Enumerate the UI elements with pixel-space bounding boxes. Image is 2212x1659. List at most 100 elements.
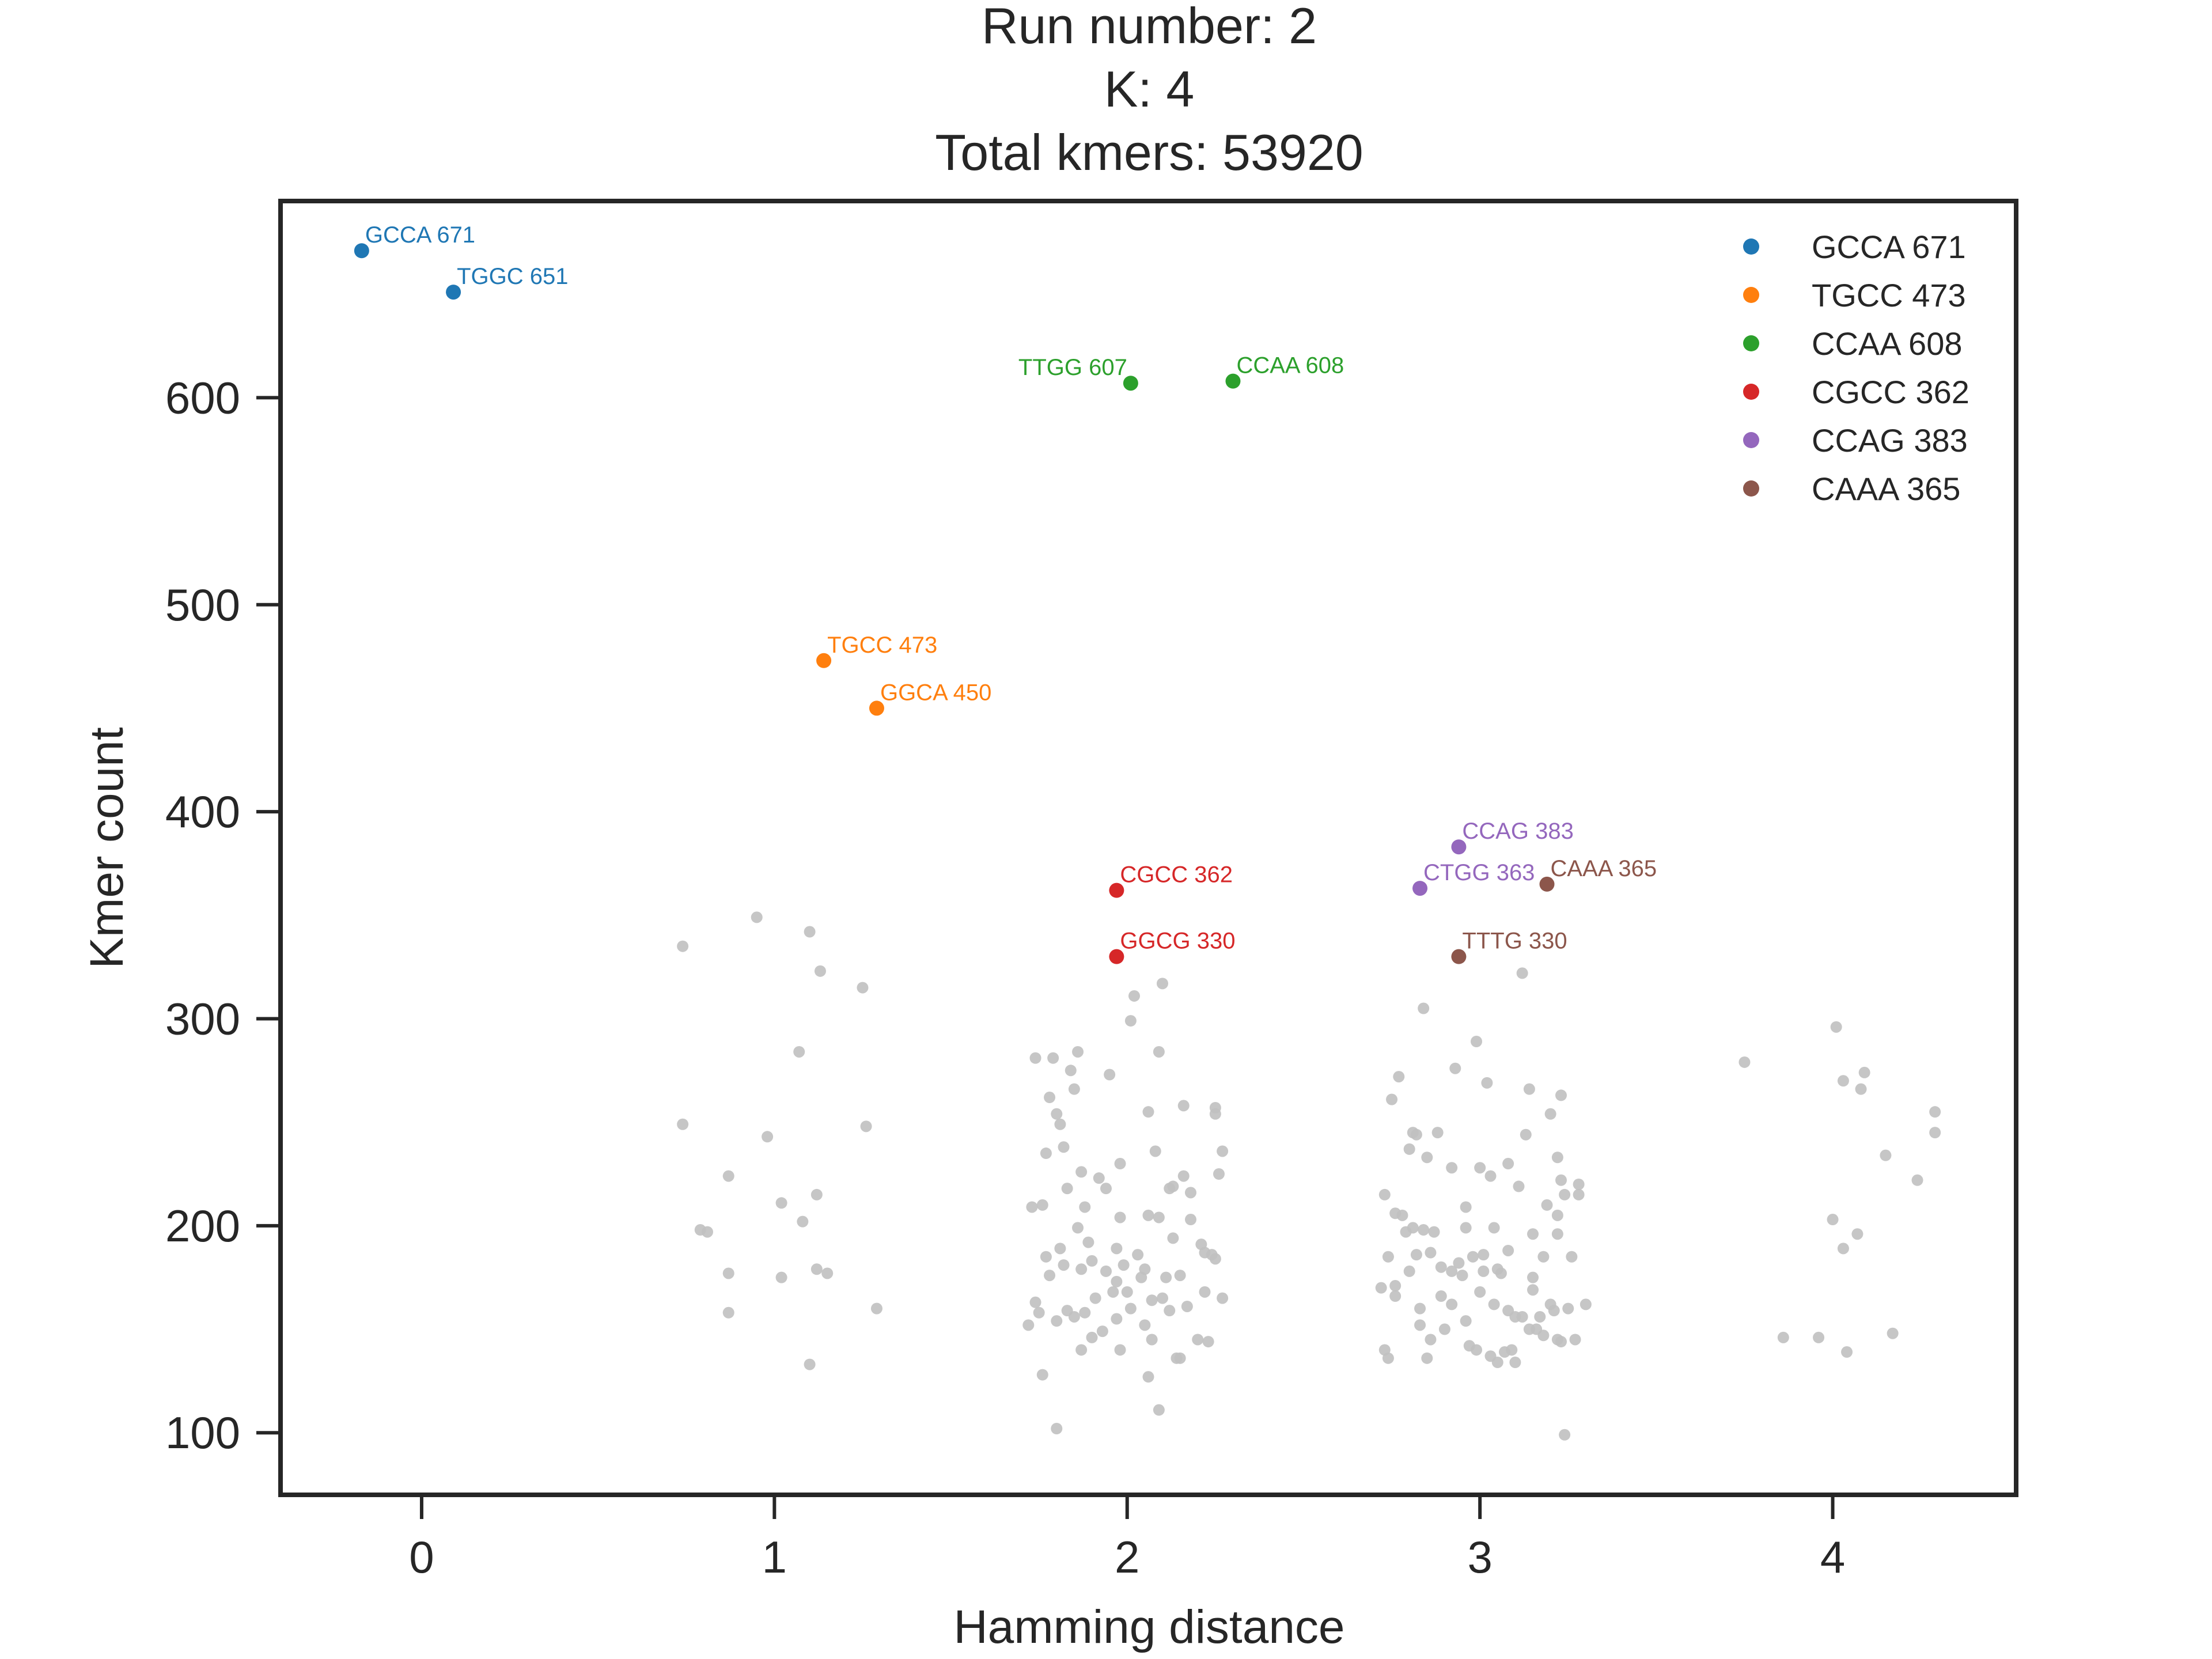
legend-marker — [1743, 432, 1759, 448]
background-point — [1858, 1066, 1870, 1078]
background-point — [1382, 1352, 1394, 1364]
background-point — [1544, 1108, 1556, 1120]
background-point — [1446, 1265, 1458, 1277]
background-point — [1478, 1249, 1490, 1261]
legend-marker — [1743, 287, 1759, 303]
background-point — [1481, 1077, 1493, 1089]
background-point — [1213, 1168, 1225, 1180]
background-point — [1068, 1083, 1080, 1095]
background-point — [1827, 1214, 1839, 1226]
background-point — [1456, 1270, 1468, 1282]
legend-label: CGCC 362 — [1812, 374, 1969, 410]
background-point — [804, 926, 816, 938]
highlighted-point — [1109, 949, 1124, 964]
legend-marker — [1743, 480, 1759, 497]
background-point — [1093, 1172, 1105, 1184]
highlighted-point — [816, 653, 832, 668]
background-point — [775, 1271, 787, 1283]
point-label: TGGC 651 — [457, 264, 568, 289]
background-point — [1478, 1265, 1490, 1277]
background-point — [1830, 1021, 1842, 1033]
background-point — [1491, 1357, 1503, 1369]
background-point — [1082, 1236, 1094, 1248]
background-point — [1851, 1228, 1863, 1240]
background-point — [1509, 1357, 1521, 1369]
background-point — [1040, 1251, 1052, 1263]
background-point — [1164, 1305, 1176, 1317]
background-point — [1174, 1270, 1186, 1282]
background-point — [1520, 1128, 1532, 1141]
background-point — [702, 1226, 714, 1238]
background-point — [1389, 1290, 1402, 1302]
background-point — [1410, 1249, 1422, 1261]
background-point — [1502, 1158, 1514, 1170]
background-point — [1029, 1296, 1041, 1308]
y-tick-label: 500 — [165, 579, 240, 630]
highlighted-point — [1109, 882, 1124, 898]
background-point — [1548, 1305, 1560, 1317]
background-point — [1192, 1334, 1204, 1346]
background-point — [1146, 1294, 1158, 1306]
legend-label: CCAG 383 — [1812, 422, 1968, 459]
background-point — [1566, 1251, 1578, 1263]
y-tick-label: 100 — [165, 1407, 240, 1458]
background-point — [1446, 1298, 1458, 1310]
background-point — [1813, 1331, 1825, 1343]
background-point — [1181, 1300, 1193, 1312]
background-point — [1375, 1282, 1387, 1294]
background-point — [810, 1188, 823, 1200]
background-point — [1160, 1271, 1172, 1283]
background-point — [1474, 1286, 1486, 1298]
point-label: CTGG 363 — [1423, 860, 1535, 885]
x-tick-label: 4 — [1820, 1532, 1845, 1582]
background-point — [677, 1118, 689, 1130]
background-point — [1089, 1292, 1101, 1304]
background-point — [1156, 978, 1168, 990]
background-point — [1054, 1243, 1066, 1255]
background-point — [1075, 1166, 1088, 1178]
y-tick-label: 400 — [165, 786, 240, 837]
background-point — [1929, 1106, 1941, 1118]
background-point — [1079, 1201, 1091, 1213]
background-point — [1495, 1267, 1507, 1279]
background-point — [1114, 1211, 1126, 1224]
background-points — [677, 911, 1941, 1441]
legend-label: CAAA 365 — [1812, 471, 1960, 507]
background-point — [810, 1263, 823, 1275]
background-point — [1428, 1226, 1440, 1238]
background-point — [1855, 1083, 1867, 1095]
background-point — [1460, 1222, 1472, 1234]
background-point — [1100, 1183, 1112, 1195]
point-label: CCAA 608 — [1236, 353, 1344, 378]
background-point — [1474, 1162, 1486, 1174]
background-point — [1562, 1302, 1574, 1315]
background-point — [1079, 1306, 1091, 1319]
background-point — [1111, 1243, 1123, 1255]
x-tick-label: 3 — [1467, 1532, 1492, 1582]
background-point — [1029, 1052, 1041, 1064]
y-axis-label: Kmer count — [81, 727, 133, 969]
background-point — [1153, 1046, 1165, 1058]
background-point — [1051, 1108, 1063, 1120]
background-point — [1580, 1298, 1592, 1310]
y-tick-label: 600 — [165, 372, 240, 423]
background-point — [1209, 1253, 1221, 1265]
background-point — [1435, 1261, 1447, 1273]
x-tick-label: 0 — [409, 1532, 434, 1582]
background-point — [1555, 1089, 1567, 1101]
background-point — [1841, 1346, 1853, 1358]
background-point — [1887, 1327, 1899, 1339]
background-point — [1467, 1251, 1479, 1263]
background-point — [1184, 1187, 1196, 1199]
background-point — [1569, 1334, 1581, 1346]
background-point — [1513, 1180, 1525, 1192]
background-point — [870, 1302, 882, 1315]
background-point — [1911, 1174, 1923, 1186]
background-point — [1054, 1118, 1066, 1130]
background-point — [1389, 1280, 1402, 1292]
highlighted-point — [1225, 373, 1241, 389]
legend-label: GCCA 671 — [1812, 229, 1966, 265]
chart-title: Run number: 2 K: 4 Total kmers: 53920 — [935, 0, 1363, 181]
background-point — [1100, 1265, 1112, 1277]
